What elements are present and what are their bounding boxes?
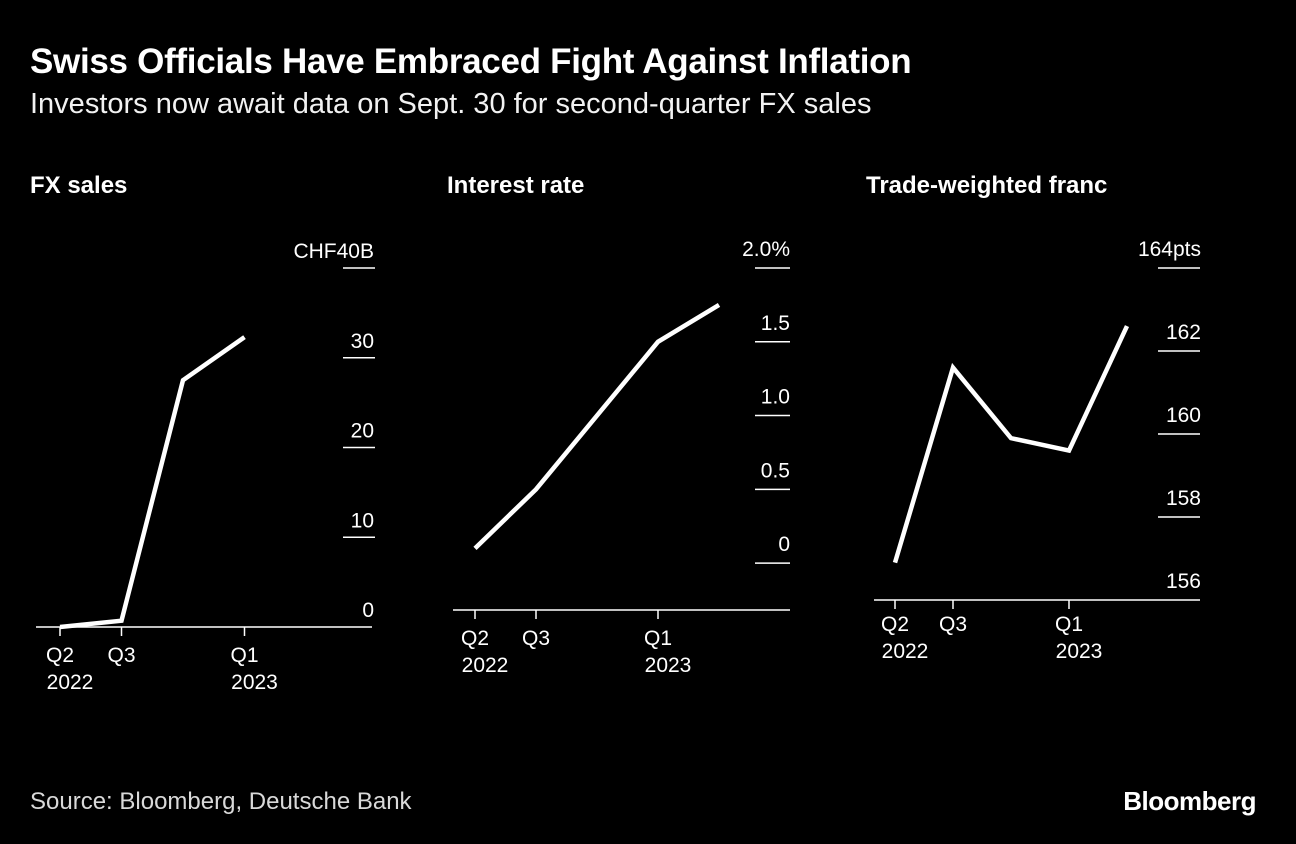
y-tick-label: 2.0% bbox=[742, 238, 790, 261]
y-tick-label: 20 bbox=[351, 420, 374, 443]
y-tick-label: 0 bbox=[778, 533, 790, 556]
y-tick-label: 1.0 bbox=[761, 386, 790, 409]
y-tick-label: 158 bbox=[1166, 487, 1201, 510]
x-tick-year-label: 2022 bbox=[462, 654, 509, 677]
x-tick-label: Q3 bbox=[522, 627, 550, 650]
x-tick-label: Q2 bbox=[46, 644, 74, 667]
y-tick-label: 162 bbox=[1166, 321, 1201, 344]
y-tick-label: 156 bbox=[1166, 570, 1201, 593]
x-tick-label: Q2 bbox=[461, 627, 489, 650]
chart-title: Swiss Officials Have Embraced Fight Agai… bbox=[30, 42, 912, 81]
x-tick-year-label: 2023 bbox=[231, 671, 278, 694]
y-tick-label: 0.5 bbox=[761, 459, 790, 482]
panel-title-fx-sales: FX sales bbox=[30, 172, 128, 199]
x-tick-label: Q1 bbox=[230, 644, 258, 667]
bloomberg-logo: Bloomberg bbox=[1123, 786, 1256, 816]
series-line bbox=[892, 325, 1130, 564]
x-tick-label: Q1 bbox=[644, 627, 672, 650]
y-tick-label: 160 bbox=[1166, 404, 1201, 427]
x-tick-year-label: 2022 bbox=[882, 640, 929, 663]
y-tick-label: 1.5 bbox=[761, 312, 790, 335]
y-tick-label: 164pts bbox=[1138, 238, 1201, 261]
x-tick-label: Q1 bbox=[1055, 613, 1083, 636]
panel-title-interest-rate: Interest rate bbox=[447, 172, 585, 199]
x-tick-label: Q3 bbox=[939, 613, 967, 636]
chart-subtitle: Investors now await data on Sept. 30 for… bbox=[30, 88, 872, 120]
y-tick-label: CHF40B bbox=[293, 240, 374, 263]
y-tick-label: 0 bbox=[362, 599, 374, 622]
series-line bbox=[473, 302, 721, 550]
series-line bbox=[59, 335, 246, 630]
y-tick-label: 10 bbox=[351, 509, 374, 532]
x-tick-year-label: 2022 bbox=[47, 671, 94, 694]
x-tick-year-label: 2023 bbox=[1056, 640, 1103, 663]
y-tick-label: 30 bbox=[351, 330, 374, 353]
x-tick-year-label: 2023 bbox=[645, 654, 692, 677]
x-tick-label: Q2 bbox=[881, 613, 909, 636]
x-tick-label: Q3 bbox=[107, 644, 135, 667]
panel-title-trade-weighted-franc: Trade-weighted franc bbox=[866, 172, 1108, 199]
source-note: Source: Bloomberg, Deutsche Bank bbox=[30, 788, 412, 815]
